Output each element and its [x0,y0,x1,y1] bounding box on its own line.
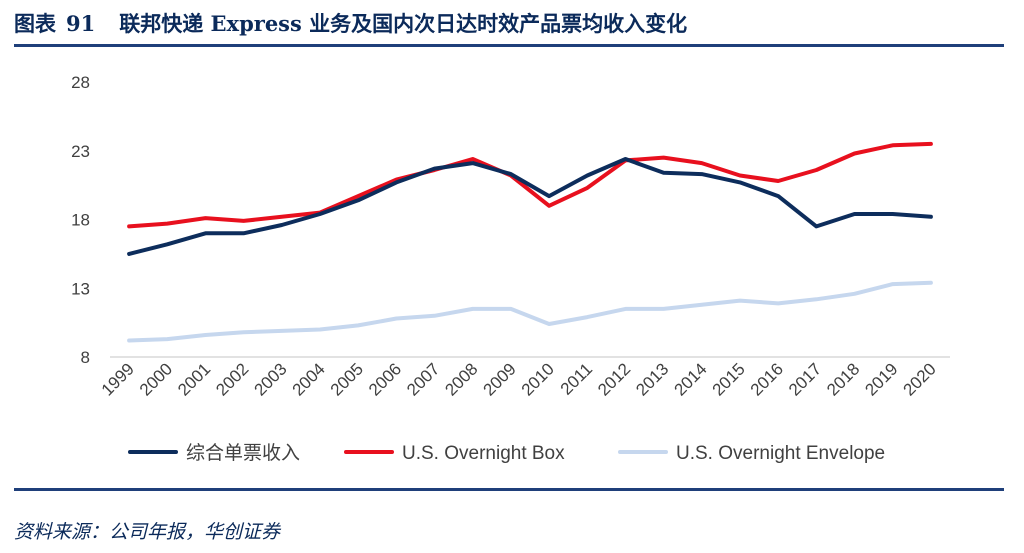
series-lines [127,141,933,343]
x-tick-label: 2015 [709,359,749,399]
y-tick-label: 23 [71,142,90,161]
x-tick-label: 2001 [174,359,214,399]
legend: 综合单票收入 U.S. Overnight Box U.S. Overnight E… [128,442,885,464]
x-tick-label: 2000 [136,359,176,399]
legend-label-3: U.S. Overnight Envelope [676,443,885,464]
y-tick-label: 28 [71,73,90,92]
x-tick-label: 2004 [289,359,329,399]
y-tick-label: 18 [71,211,90,230]
y-tick-label: 13 [71,279,90,298]
x-tick-label: 2003 [250,359,290,399]
x-tick-label: 2020 [900,359,940,399]
x-tick-label: 2017 [785,359,825,399]
x-tick-label: 1999 [98,359,138,399]
figure-number: 91 [66,11,96,36]
x-tick-label: 2012 [594,359,634,399]
legend-label-2: U.S. Overnight Box [402,443,565,464]
x-tick-label: 2013 [632,359,672,399]
figure-label: 图表 [14,11,56,36]
series-line-2 [127,141,933,229]
x-tick-label: 2007 [403,359,443,399]
legend-label-1: 综合单票收入 [186,442,300,464]
series-line-1 [127,157,933,256]
bottom-divider [14,488,1004,491]
y-axis-ticks: 8 13 18 23 28 [71,73,90,367]
x-tick-label: 2019 [861,359,901,399]
x-tick-label: 2002 [212,359,252,399]
x-tick-label: 2006 [365,359,405,399]
x-tick-label: 2014 [670,359,710,399]
x-tick-label: 2005 [327,359,367,399]
x-tick-label: 2010 [518,359,558,399]
x-tick-label: 2008 [441,359,481,399]
series-line-3 [127,280,933,343]
figure-title: 图表 91 联邦快递 Express 业务及国内次日达时效产品票均收入变化 [14,8,687,38]
figure-title-text: 联邦快递 Express 业务及国内次日达时效产品票均收入变化 [119,11,688,36]
x-axis-ticks: 1999200020012002200320042005200620072008… [98,359,940,399]
source-note: 资料来源：公司年报，华创证券 [14,521,281,543]
x-tick-label: 2018 [823,359,863,399]
top-divider [14,44,1004,47]
x-tick-label: 2016 [747,359,787,399]
x-tick-label: 2009 [480,359,520,399]
x-tick-label: 2011 [557,359,596,398]
y-tick-label: 8 [81,348,90,367]
